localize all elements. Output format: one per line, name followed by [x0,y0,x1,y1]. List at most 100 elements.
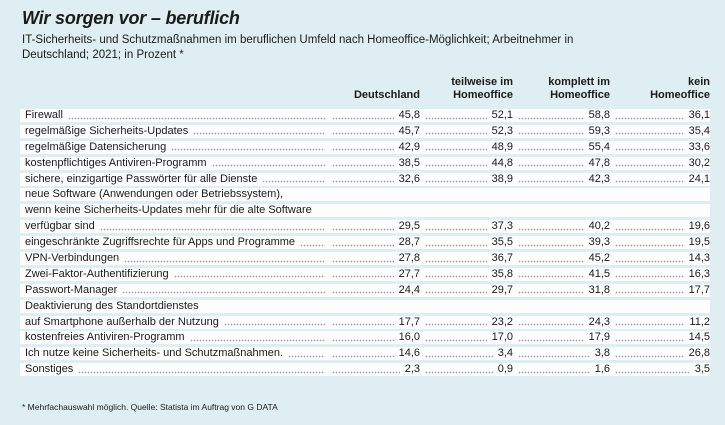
dotted-leader [262,180,325,184]
row-value-cell: 35,5 [420,236,513,249]
table-row: VPN-Verbindungen 27,8 36,7 45,2 14,3 [20,252,710,266]
row-label: kostenfreies Antiviren-Programm [25,331,185,344]
row-value: 3,4 [497,347,513,360]
row-value: 59,3 [588,124,610,137]
row-value-cell: 40,2 [513,220,610,233]
row-value-cell: 16,0 [327,331,420,344]
row-label-cell: auf Smartphone außerhalb der Nutzung [20,316,327,329]
row-value-cell: 17,9 [513,331,610,344]
dotted-leader [173,275,325,279]
dotted-leader [124,259,325,263]
row-value: 39,3 [588,236,610,249]
row-value-cell: 1,6 [513,363,610,376]
row-label-cell: kostenpflichtiges Antiviren-Programm [20,157,327,170]
table-row: Zwei-Faktor-Authentifizierung 27,7 35,8 41,… [20,267,710,281]
row-label: eingeschränkte Zugriffsrechte für Apps u… [25,236,296,249]
column-header-line: Deutschland [353,89,420,101]
row-label-cell: Passwort-Manager [20,284,327,297]
row-value-cell: 17,7 [610,284,710,297]
page-title: Wir sorgen vor – beruflich [22,8,240,28]
row-value-cell: 16,3 [610,268,710,281]
row-value: 38,9 [491,172,513,185]
row-value-cell: 11,2 [610,316,710,329]
dotted-leader [425,132,487,136]
dotted-leader [122,291,325,295]
row-value: 28,7 [398,236,420,249]
row-label-cell: neue Software (Anwendungen oder Betriebs… [20,188,710,201]
row-label: Firewall [25,109,63,121]
dotted-leader [518,164,584,168]
dotted-leader [615,323,685,327]
row-label: sichere, einzigartige Passwörter für all… [25,172,258,185]
row-value: 52,3 [491,124,513,137]
row-label: auf Smartphone außerhalb der Nutzung [25,315,219,328]
column-header-line: teilweise im [451,76,513,88]
dotted-leader [193,132,325,136]
row-value: 29,7 [491,283,513,296]
column-header-line: kein [687,76,710,88]
row-value: 14,3 [688,252,710,265]
row-value-cell: 14,5 [610,331,710,344]
dotted-leader [425,243,487,247]
row-value: 24,1 [688,172,710,185]
row-value: 30,2 [688,156,710,169]
row-label-cell: regelmäßige Datensicherung [20,141,327,154]
row-value-cell: 45,7 [327,125,420,138]
row-value-cell: 45,8 [327,109,420,122]
row-value-cell: 28,7 [327,236,420,249]
row-value: 16,0 [398,331,420,344]
row-value: 24,3 [588,315,610,328]
row-value: 36,7 [491,252,513,265]
row-value-cell: 52,1 [420,109,513,122]
table-row: auf Smartphone außerhalb der Nutzung 17,7… [20,315,710,329]
dotted-leader [615,338,684,342]
row-label-cell: Ich nutze keine Sicherheits- und Schutzm… [20,347,327,360]
row-label-cell: eingeschränkte Zugriffsrechte für Apps u… [20,236,327,249]
row-value: 17,9 [588,331,610,344]
row-value-cell: 32,6 [327,173,420,186]
table-row: eingeschränkte Zugriffsrechte für Apps u… [20,236,710,250]
dotted-leader [332,338,394,342]
row-value: 31,8 [588,283,610,296]
dotted-leader [518,132,584,136]
row-value-cell: 41,5 [513,268,610,281]
row-label-cell: sichere, einzigartige Passwörter für all… [20,173,327,186]
dotted-leader [171,148,325,152]
dotted-leader [332,275,394,279]
column-header-teilweise-homeoffice: teilweise im Homeoffice [420,76,513,102]
dotted-leader [518,148,584,152]
dotted-leader [425,323,487,327]
table-row: Sonstiges 2,3 0,9 1,6 3,5 [20,363,710,377]
dotted-leader [332,243,394,247]
dotted-leader [332,132,394,136]
row-value: 35,8 [491,267,513,280]
row-label: Sonstiges [25,363,74,376]
row-value: 35,4 [688,124,710,137]
row-value: 47,8 [588,156,610,169]
dotted-leader [425,370,493,374]
footnote: * Mehrfachauswahl möglich. Quelle: Stati… [22,402,278,412]
dotted-leader [300,243,325,247]
row-value-cell: 42,3 [513,173,610,186]
row-value: 24,4 [398,283,420,296]
row-value-cell: 47,8 [513,157,610,170]
column-header-line: Homeoffice [550,89,610,101]
table-row: Passwort-Manager 24,4 29,7 31,8 17,7 [20,283,710,297]
dotted-leader [615,227,684,231]
dotted-leader [518,338,584,342]
row-label: neue Software (Anwendungen oder Betriebs… [25,188,284,201]
row-value: 23,2 [491,315,513,328]
row-label: Ich nutze keine Sicherheits- und Schutzm… [25,347,284,360]
dotted-leader [425,227,487,231]
dotted-leader [425,291,487,295]
dotted-leader [518,275,584,279]
dotted-leader [518,354,590,358]
row-value-cell: 36,7 [420,252,513,265]
row-value-cell: 38,5 [327,157,420,170]
row-value: 17,7 [688,283,710,296]
table-row: kostenpflichtiges Antiviren-Programm 38,5… [20,156,710,170]
row-value-cell: 24,4 [327,284,420,297]
row-label-cell: verfügbar sind [20,220,327,233]
row-value-cell: 31,8 [513,284,610,297]
column-header-kein-homeoffice: kein Homeoffice [610,76,710,102]
